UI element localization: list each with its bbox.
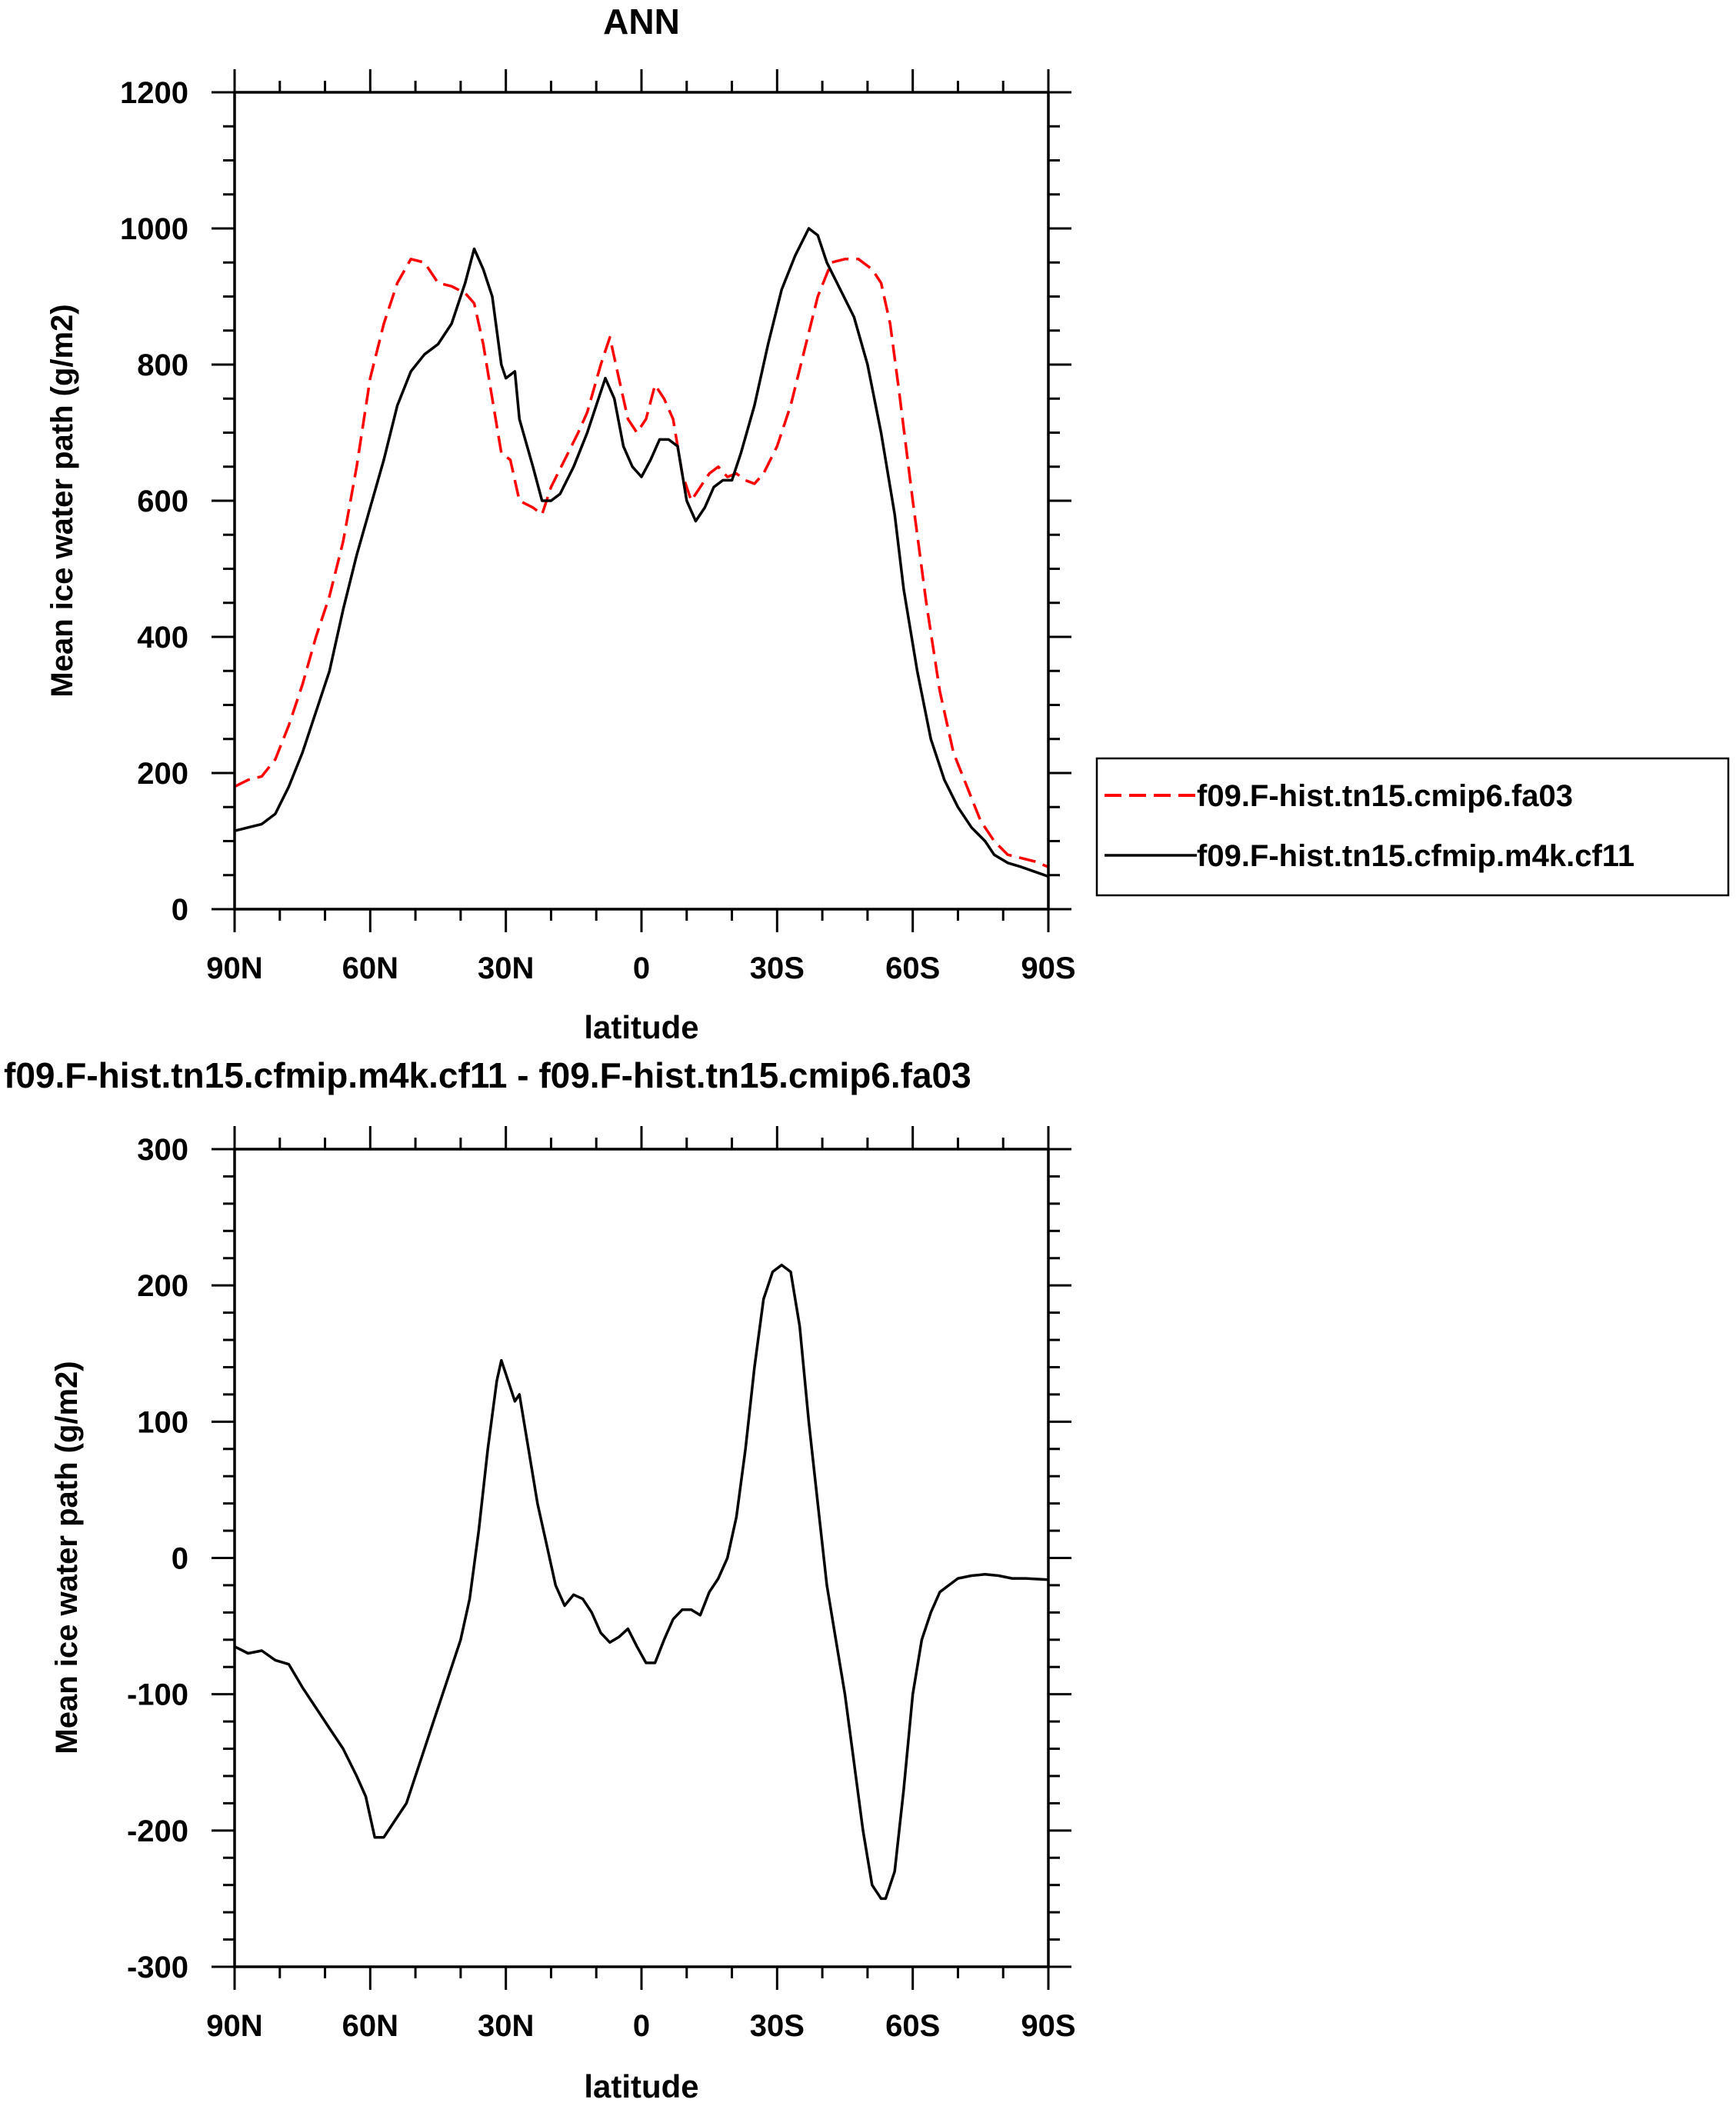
y-tick-label: 0 xyxy=(172,1542,188,1576)
plot-frame xyxy=(233,91,1050,911)
y-tick-label: -200 xyxy=(127,1814,188,1848)
y-tick-label: 200 xyxy=(137,1269,188,1303)
legend-label-m4k: f09.F-hist.tn15.cfmip.m4k.cf11 xyxy=(1197,839,1634,873)
y-axis-label: Mean ice water path (g/m2) xyxy=(45,304,79,697)
x-tick-label: 90S xyxy=(1021,951,1075,985)
chart-title: f09.F-hist.tn15.cfmip.m4k.cf11 - f09.F-h… xyxy=(4,1055,971,1095)
x-axis-label: latitude xyxy=(584,2068,698,2104)
y-tick-label: 1000 xyxy=(120,212,188,246)
series-line-0 xyxy=(234,258,1049,868)
legend-label-fa03: f09.F-hist.tn15.cmip6.fa03 xyxy=(1197,779,1573,813)
y-tick-label: 400 xyxy=(137,621,188,655)
top-chart-ann: ANN Mean ice water path (g/m2) latitude … xyxy=(45,2,1730,1045)
y-tick-label: 300 xyxy=(137,1133,188,1167)
y-tick-label: 1200 xyxy=(120,76,188,110)
x-tick-label: 30N xyxy=(478,951,534,985)
y-tick-label: -100 xyxy=(127,1678,188,1712)
x-tick-label: 90N xyxy=(206,951,262,985)
x-tick-label: 60N xyxy=(342,951,398,985)
y-axis-label: Mean ice water path (g/m2) xyxy=(50,1361,84,1754)
y-tick-label: 100 xyxy=(137,1405,188,1439)
bottom-chart-difference: f09.F-hist.tn15.cfmip.m4k.cf11 - f09.F-h… xyxy=(4,1055,1076,2104)
y-tick-label: 600 xyxy=(137,485,188,518)
x-tick-label: 0 xyxy=(633,951,650,985)
x-tick-label: 60N xyxy=(342,2009,398,2043)
x-tick-label: 90S xyxy=(1021,2009,1075,2043)
y-tick-label: 0 xyxy=(172,893,188,927)
legend-box xyxy=(1095,757,1730,897)
x-tick-label: 30N xyxy=(478,2009,534,2043)
x-tick-label: 90N xyxy=(206,2009,262,2043)
x-tick-label: 0 xyxy=(633,2009,650,2043)
x-axis-label: latitude xyxy=(584,1009,698,1045)
y-tick-label: 800 xyxy=(137,348,188,382)
x-tick-label: 30S xyxy=(750,951,805,985)
x-tick-label: 60S xyxy=(885,951,940,985)
x-tick-label: 30S xyxy=(750,2009,805,2043)
plot-frame xyxy=(233,1148,1050,1968)
series-line-1 xyxy=(234,227,1049,878)
legend: f09.F-hist.tn15.cmip6.fa03 f09.F-hist.tn… xyxy=(1095,757,1730,897)
chart-title: ANN xyxy=(603,2,680,42)
series-line-0 xyxy=(234,1263,1049,1901)
y-tick-label: -300 xyxy=(127,1951,188,1984)
x-tick-label: 60S xyxy=(885,2009,940,2043)
y-tick-label: 200 xyxy=(137,757,188,791)
